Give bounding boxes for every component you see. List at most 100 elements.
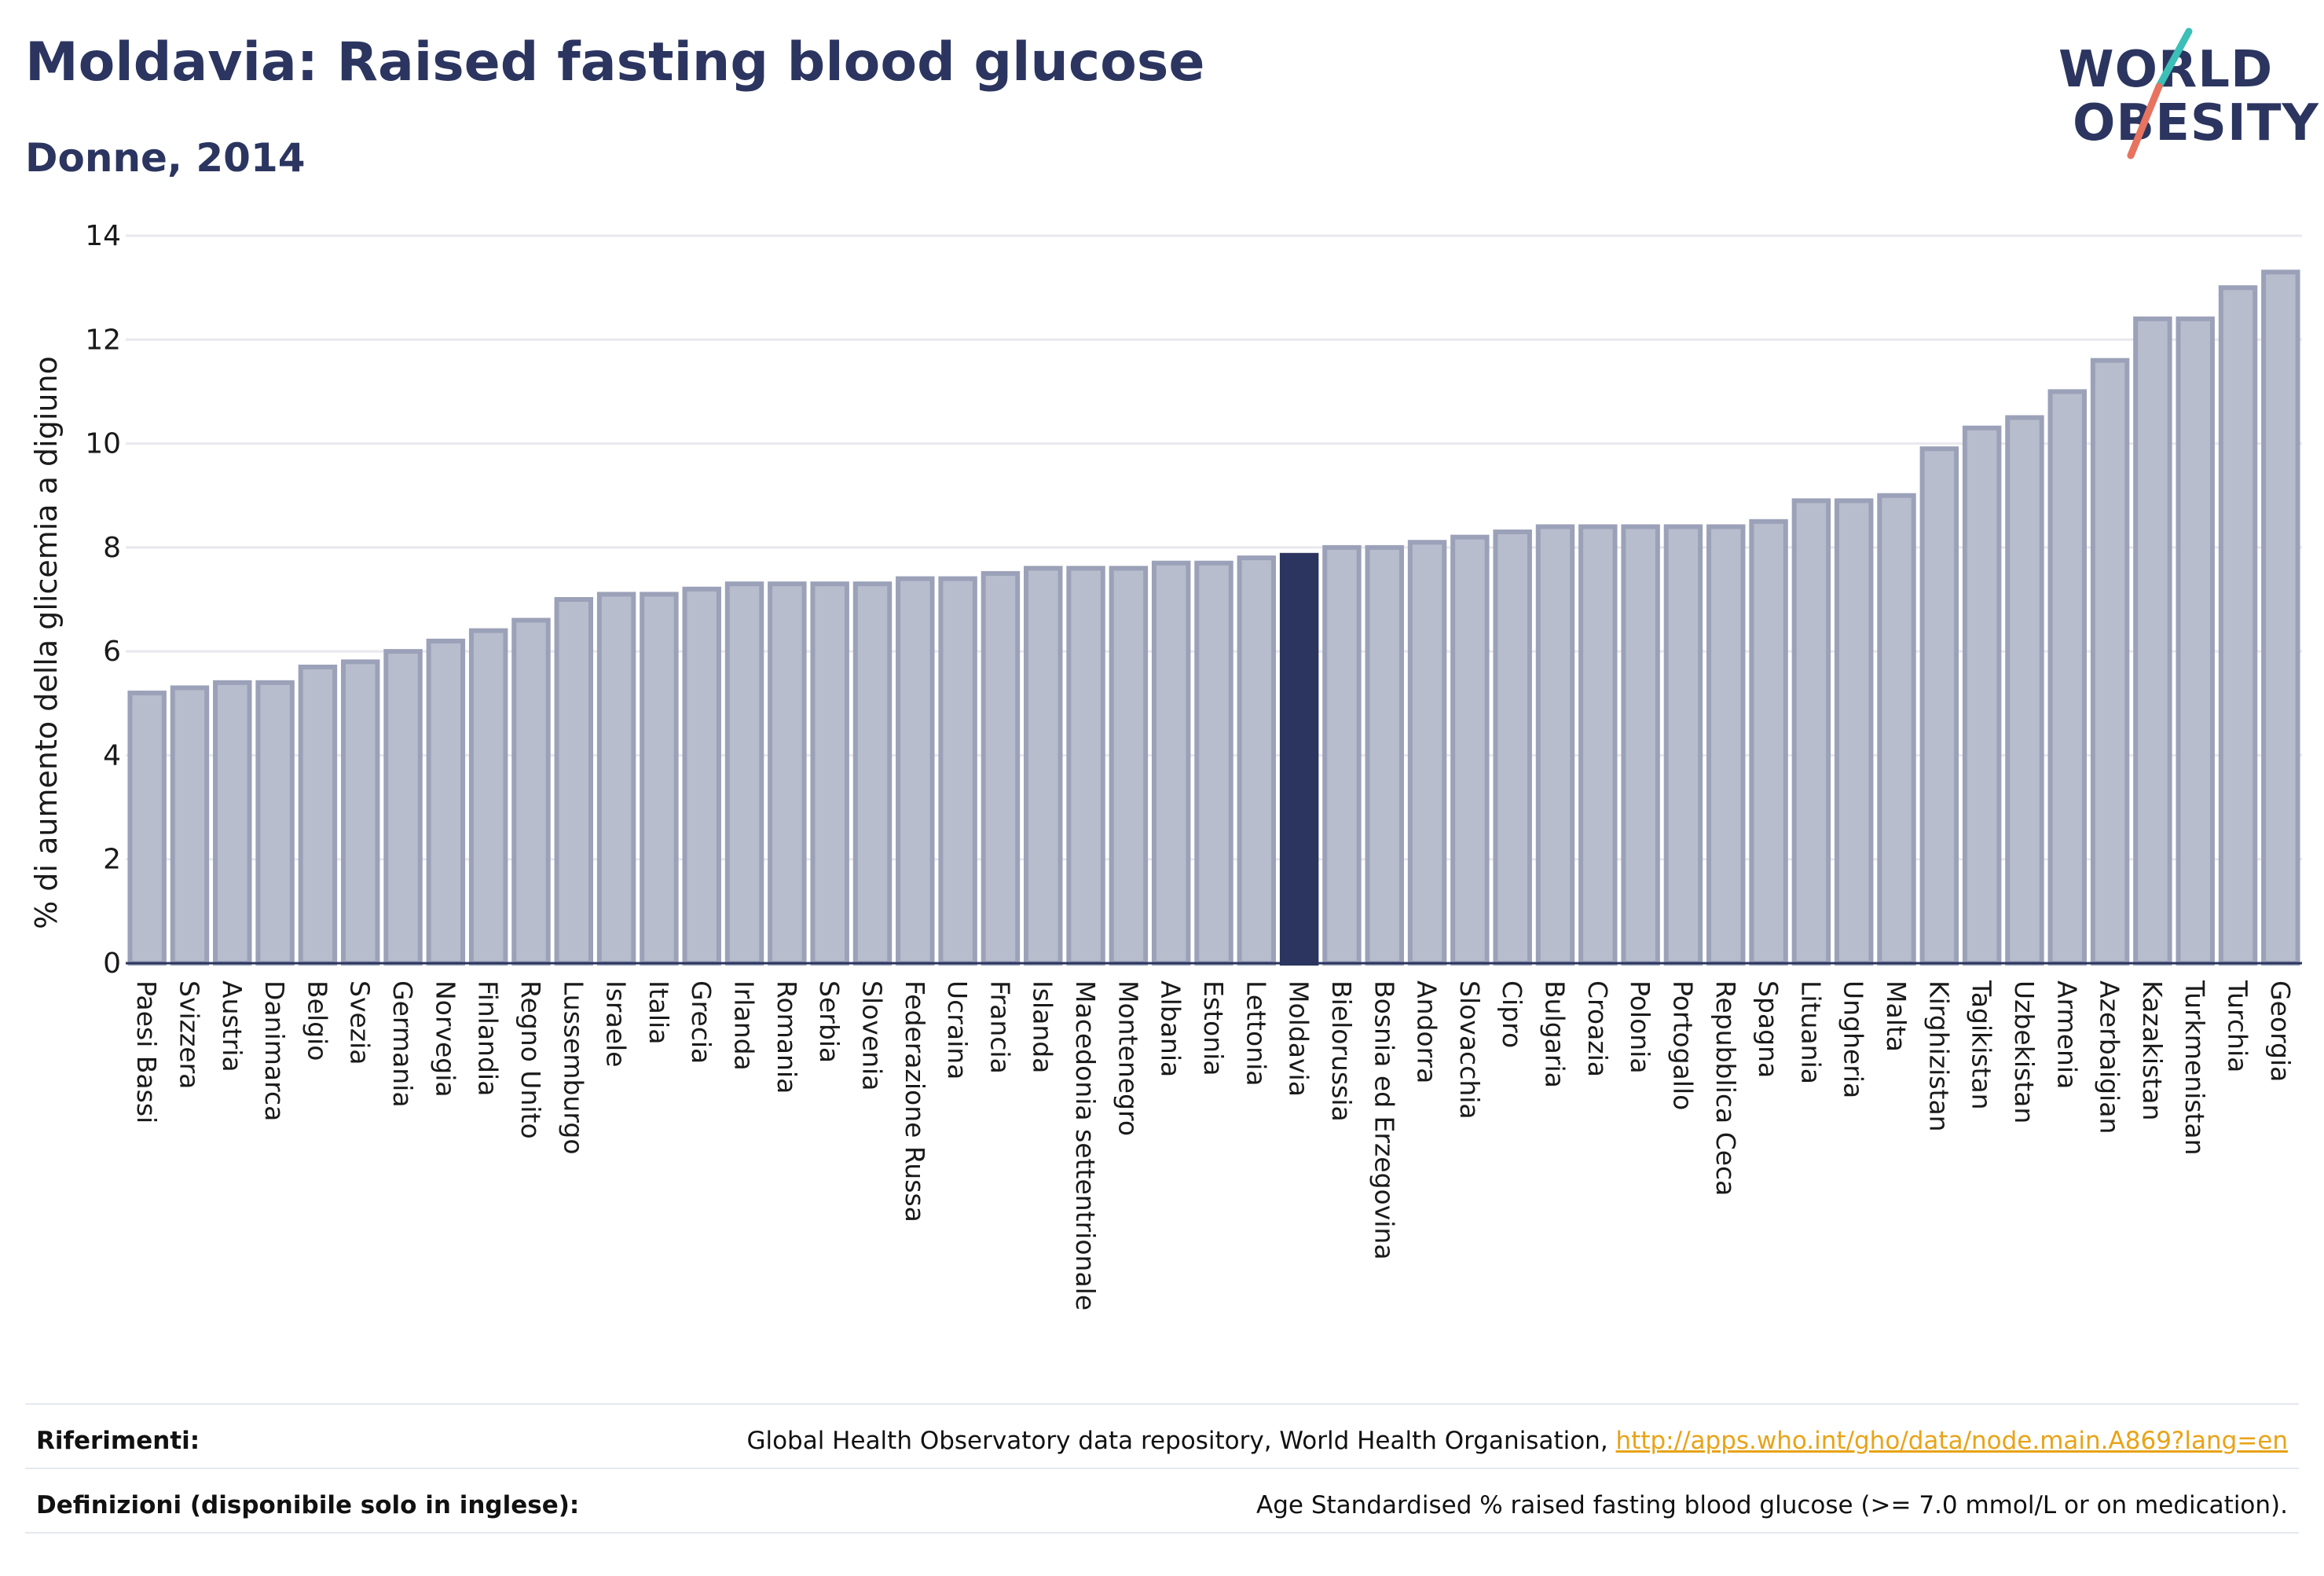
- x-tick-label: Italia: [643, 980, 674, 1044]
- x-tick-label: Ucraina: [942, 980, 973, 1079]
- bar: [768, 581, 807, 966]
- bar: [2218, 285, 2258, 966]
- footer-divider-bottom: [25, 1532, 2299, 1534]
- bar: [426, 638, 466, 966]
- x-tick-label: Croazia: [1582, 980, 1613, 1077]
- x-tick-label: Repubblica Ceca: [1710, 980, 1741, 1196]
- bar: [1237, 555, 1277, 966]
- x-tick-label: Austria: [217, 980, 247, 1072]
- bar: [2047, 389, 2088, 966]
- x-tick-label: Lussemburgo: [558, 980, 588, 1155]
- bar-highlight: [1279, 552, 1319, 966]
- logo-slash-icon: [2127, 27, 2193, 159]
- x-tick-label: Azerbaigian: [2095, 980, 2125, 1134]
- x-tick-label: Tagikistan: [1967, 980, 1997, 1110]
- x-tick-label: Francia: [984, 980, 1015, 1074]
- x-tick-label: Norvegia: [430, 980, 460, 1098]
- bar: [938, 576, 977, 966]
- bar-chart: 0 2 4 6 8 10 12 14 Paesi Bassi Svizzera Austria Da…: [29, 220, 2302, 1310]
- bar: [1919, 446, 1959, 966]
- x-axis-ticks: Paesi Bassi Svizzera Austria Danimarca Belgi…: [131, 980, 2296, 1310]
- page-subtitle: Donne, 2014: [25, 135, 306, 181]
- x-tick-label: Germania: [387, 980, 418, 1108]
- references-link[interactable]: http://apps.who.int/gho/data/node.main.A…: [1615, 1427, 2288, 1455]
- x-tick-label: Romania: [772, 980, 802, 1094]
- bar: [341, 659, 380, 966]
- y-tick-label: 4: [103, 739, 121, 772]
- y-axis-label: % di aumento della glicemia a digiuno: [29, 356, 64, 929]
- x-tick-label: Svezia: [345, 980, 376, 1065]
- bar: [1962, 425, 2002, 966]
- y-tick-label: 12: [85, 324, 121, 356]
- y-tick-label: 8: [103, 532, 121, 564]
- bar: [298, 664, 338, 966]
- x-tick-label: Lettonia: [1241, 980, 1271, 1086]
- bar: [1450, 534, 1490, 966]
- x-tick-label: Albania: [1156, 980, 1186, 1077]
- page-title: Moldavia: Raised fasting blood glucose: [25, 31, 1205, 93]
- references-label: Riferimenti:: [36, 1427, 200, 1455]
- logo-line-2: OBESITY: [2073, 94, 2319, 152]
- bar: [1706, 524, 1746, 966]
- bar: [255, 680, 295, 966]
- bar: [1322, 544, 1362, 966]
- x-tick-label: Andorra: [1412, 980, 1442, 1083]
- bar: [1834, 498, 1874, 966]
- bar: [1621, 524, 1660, 966]
- x-tick-label: Irlanda: [729, 980, 760, 1071]
- x-tick-label: Kazakistan: [2137, 980, 2168, 1120]
- bar: [1791, 498, 1831, 966]
- x-tick-label: Slovenia: [856, 980, 887, 1090]
- x-tick-label: Moldavia: [1284, 980, 1314, 1097]
- x-tick-label: Grecia: [686, 980, 717, 1064]
- bar: [896, 576, 935, 966]
- bar: [511, 618, 551, 966]
- x-tick-label: Israele: [601, 980, 632, 1068]
- x-tick-label: Kirghizistan: [1923, 980, 1954, 1132]
- bar: [640, 592, 679, 966]
- bar: [2090, 357, 2130, 966]
- x-tick-label: Bulgaria: [1540, 980, 1571, 1088]
- x-tick-label: Portogallo: [1667, 980, 1698, 1110]
- x-tick-label: Bosnia ed Erzegovina: [1369, 980, 1399, 1260]
- bar: [1407, 540, 1447, 966]
- x-tick-label: Uzbekistan: [2009, 980, 2040, 1123]
- bar: [810, 581, 849, 966]
- bar: [1151, 560, 1191, 966]
- x-tick-label: Lituania: [1795, 980, 1826, 1084]
- references-text: Global Health Observatory data repositor…: [746, 1427, 1608, 1455]
- x-tick-label: Malta: [1881, 980, 1912, 1052]
- x-tick-label: Islanda: [1028, 980, 1058, 1073]
- chart-bars: [127, 269, 2300, 966]
- x-tick-label: Montenegro: [1113, 980, 1143, 1136]
- bar: [468, 628, 508, 966]
- bar: [1194, 560, 1233, 966]
- bar: [1663, 524, 1703, 966]
- y-tick-label: 10: [85, 428, 121, 460]
- bar: [127, 691, 167, 966]
- bar: [1493, 530, 1532, 966]
- bar: [724, 581, 764, 966]
- bar: [596, 592, 636, 966]
- x-tick-label: Serbia: [814, 980, 845, 1063]
- bar: [981, 570, 1021, 966]
- x-tick-label: Svizzera: [174, 980, 204, 1089]
- x-tick-label: Turkmenistan: [2179, 980, 2210, 1156]
- bar: [1535, 524, 1575, 966]
- x-tick-label: Georgia: [2265, 980, 2296, 1082]
- x-tick-label: Cipro: [1497, 980, 1527, 1048]
- x-tick-label: Ungheria: [1838, 980, 1869, 1098]
- x-tick-label: Finlandia: [473, 980, 504, 1096]
- bar: [682, 586, 721, 966]
- x-tick-label: Paesi Bassi: [131, 980, 162, 1123]
- bar: [1365, 544, 1404, 966]
- world-obesity-logo: WORLD OBESITY: [2043, 24, 2319, 165]
- x-tick-label: Estonia: [1198, 980, 1229, 1076]
- bar: [1749, 519, 1788, 966]
- x-tick-label: Federazione Russa: [900, 980, 930, 1222]
- references-value: Global Health Observatory data repositor…: [746, 1427, 2288, 1455]
- bar: [1109, 566, 1149, 966]
- bar: [1578, 524, 1618, 966]
- bar: [170, 685, 210, 966]
- bar: [2176, 316, 2215, 966]
